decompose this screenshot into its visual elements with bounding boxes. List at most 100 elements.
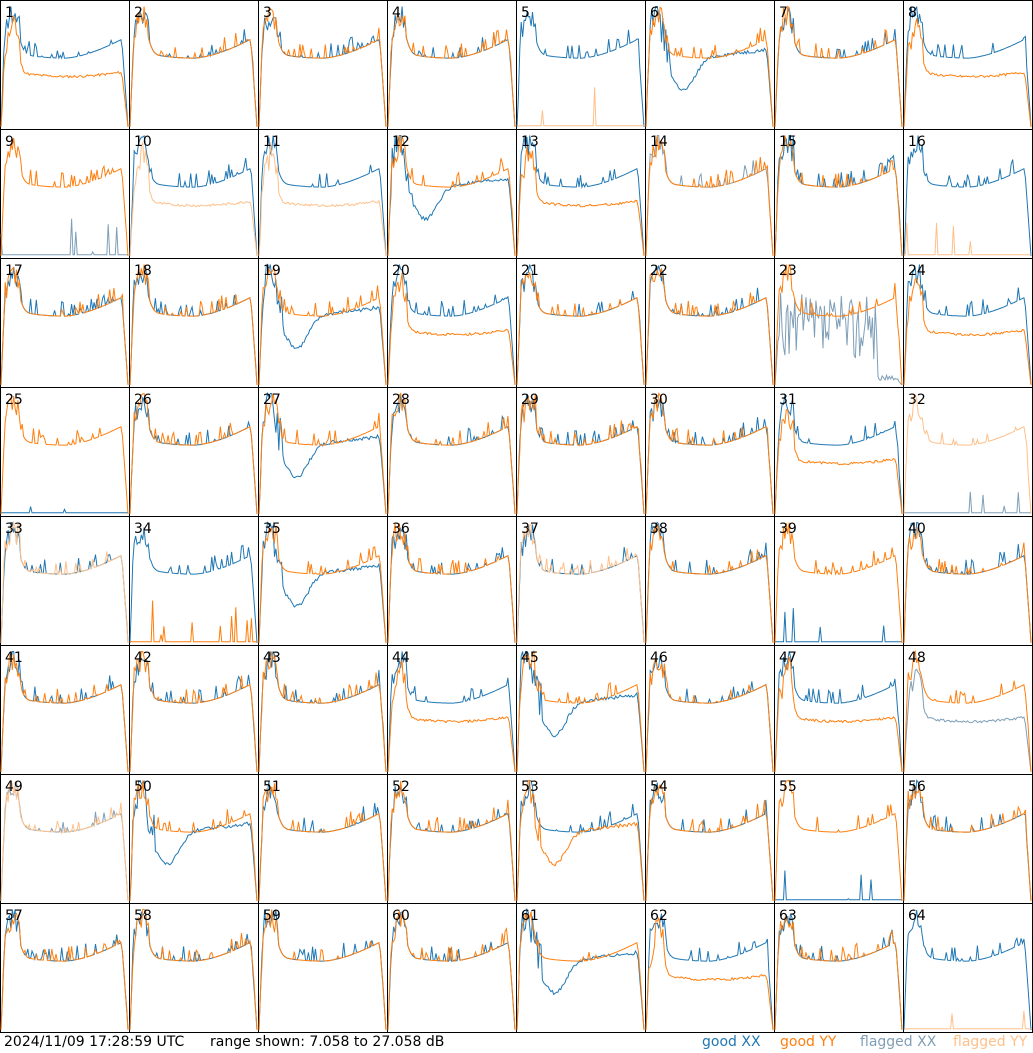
antenna-panel: 36: [387, 516, 517, 646]
panel-frame: [0, 129, 130, 259]
antenna-panel: 23: [774, 258, 904, 388]
series-xx-line: [903, 668, 1032, 773]
antenna-panel: 20: [387, 258, 517, 388]
panel-frame: [774, 516, 904, 646]
antenna-panel: 42: [129, 645, 259, 775]
series-yy-line: [516, 523, 645, 644]
antenna-panel: 18: [129, 258, 259, 388]
antenna-panel: 3: [258, 0, 388, 130]
series-yy-line: [0, 14, 129, 128]
antenna-panel: 31: [774, 387, 904, 517]
panel-label: 14: [650, 134, 668, 150]
panel-frame: [387, 258, 517, 388]
antenna-panel: 52: [387, 774, 517, 904]
panel-label: 50: [134, 779, 152, 795]
series-yy-line: [387, 523, 516, 644]
panel-frame: [129, 903, 259, 1033]
series-yy-line: [516, 911, 645, 1031]
panel-frame: [387, 516, 517, 646]
panel-frame: [258, 903, 388, 1033]
series-yy-line: [387, 12, 516, 128]
panel-label: 54: [650, 779, 668, 795]
panel-label: 49: [5, 779, 23, 795]
panel-frame: [903, 516, 1033, 646]
antenna-panel: 43: [258, 645, 388, 775]
series-yy-line: [258, 783, 387, 902]
panel-frame: [387, 0, 517, 130]
panel-frame: [129, 0, 259, 130]
series-xx-line: [903, 910, 1032, 1031]
panel-frame: [645, 129, 775, 259]
series-yy-line: [516, 780, 645, 902]
antenna-panel: 60: [387, 903, 517, 1033]
series-yy-line: [129, 264, 258, 386]
antenna-panel: 25: [0, 387, 130, 517]
series-yy-line: [903, 526, 1032, 644]
antenna-panel: 47: [774, 645, 904, 775]
footer-bar: 2024/11/09 17:28:59 UTC range shown: 7.0…: [0, 1032, 1033, 1053]
series-xx-line: [258, 135, 387, 257]
antenna-panel: 51: [258, 774, 388, 904]
series-yy-line: [774, 915, 903, 1031]
antenna-panel: 19: [258, 258, 388, 388]
panel-label: 64: [908, 908, 926, 924]
series-yy-line: [258, 909, 387, 1031]
antenna-panel: 6: [645, 0, 775, 130]
antenna-panel: 8: [903, 0, 1033, 130]
panel-label: 59: [263, 908, 281, 924]
antenna-panel: 38: [645, 516, 775, 646]
panel-frame: [0, 903, 130, 1033]
panel-frame: [903, 387, 1033, 517]
panel-frame: [258, 645, 388, 775]
series-yy-line: [903, 18, 1032, 128]
panel-label: 48: [908, 650, 926, 666]
series-yy-line: [387, 392, 516, 515]
antenna-panel: 40: [903, 516, 1033, 646]
panel-frame: [387, 645, 517, 775]
panel-label: 16: [908, 134, 926, 150]
antenna-panel: 29: [516, 387, 646, 517]
series-yy-line: [645, 268, 774, 386]
series-yy-line: [516, 649, 645, 773]
panel-frame: [645, 516, 775, 646]
panel-frame: [774, 129, 904, 259]
panel-label: 3: [263, 5, 272, 21]
panel-label: 26: [134, 392, 152, 408]
series-yy-line: [387, 780, 516, 902]
series-yy-line: [0, 520, 129, 644]
panel-label: 29: [521, 392, 539, 408]
series-yy-line: [774, 408, 903, 515]
antenna-panel: 21: [516, 258, 646, 388]
panel-frame: [258, 258, 388, 388]
series-yy-line: [129, 909, 258, 1031]
antenna-panel: 28: [387, 387, 517, 517]
antenna-panel: 54: [645, 774, 775, 904]
series-xx-line: [774, 292, 903, 386]
panel-label: 20: [392, 263, 410, 279]
panel-label: 13: [521, 134, 539, 150]
panel-frame: [258, 129, 388, 259]
panel-label: 32: [908, 392, 926, 408]
series-xx-line: [645, 6, 774, 128]
antenna-panel: 4: [387, 0, 517, 130]
panel-frame: [903, 0, 1033, 130]
antenna-panel: 5: [516, 0, 646, 130]
series-xx-line: [0, 218, 128, 256]
series-xx-line: [516, 779, 645, 902]
panel-label: 9: [5, 134, 14, 150]
antenna-panel: 39: [774, 516, 904, 646]
antenna-panel: 16: [903, 129, 1033, 259]
panel-frame: [0, 516, 130, 646]
series-xx-line: [904, 491, 1031, 514]
panel-label: 17: [5, 263, 23, 279]
panel-label: 1: [5, 5, 14, 21]
antenna-panel: 62: [645, 903, 775, 1033]
panel-label: 10: [134, 134, 152, 150]
antenna-panel: 61: [516, 903, 646, 1033]
series-yy-line: [129, 780, 258, 902]
panel-label: 41: [5, 650, 23, 666]
antenna-panel: 30: [645, 387, 775, 517]
series-yy-line: [516, 272, 645, 386]
panel-label: 52: [392, 779, 410, 795]
panel-label: 46: [650, 650, 668, 666]
